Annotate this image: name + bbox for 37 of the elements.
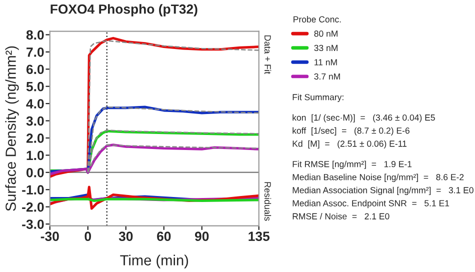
text: Fit RMSE [ng/mm²] = 1.9 E-1 (292, 160, 412, 169)
y-tick-label: 7.0 (26, 48, 44, 57)
text: Residuals (264, 182, 272, 221)
x-tick-label: 90 (194, 232, 209, 242)
y-tick-label: -2.0 (22, 202, 44, 212)
y-tick-label: 8.0 (26, 30, 44, 40)
y-axis-title: Surface Density (ng/mm²) (5, 46, 19, 211)
x-tick-label: 60 (157, 232, 171, 242)
y-tick-label: 6.0 (26, 64, 44, 74)
text: Median Baseline Noise [ng/mm²] = 8.6 E-2 (292, 174, 464, 182)
y-tick-label: 4.0 (26, 99, 44, 108)
legend-title: Probe Conc. (294, 16, 341, 22)
legend-label: 3.7 nM (314, 73, 340, 80)
x-tick-label: 30 (118, 232, 133, 242)
legend-label: 80 nM (314, 30, 338, 37)
x-tick-label: 135 (248, 232, 270, 242)
text: Kd [M] = (2.51 ± 0.06) E-11 (292, 140, 406, 149)
text: Data + Fit (264, 35, 272, 74)
text: Fit Summary: (292, 94, 344, 102)
legend-label: 11 nM (314, 59, 337, 66)
x-axis-title: Time (min) (120, 254, 188, 268)
text: Median Association Signal [ng/mm²] = 3.1 E0 (292, 186, 474, 196)
x-tick-label: -30 (40, 232, 59, 242)
y-tick-label: 2.0 (26, 134, 44, 143)
chart-title: FOXO4 Phospho (pT32) (50, 4, 198, 16)
legend-label: 33 nM (314, 44, 338, 52)
text: kon [1/ (sec·M)] = (3.46 ± 0.04) E5 (292, 114, 435, 122)
y-tick-label: 3.0 (26, 116, 44, 126)
x-tick-label: 0 (84, 232, 92, 242)
text: koff [1/sec] = (8.7 ± 0.2) E-6 (292, 127, 410, 136)
text: RMSE / Noise = 2.1 E0 (292, 212, 390, 220)
y-tick-label: 1.0 (26, 150, 44, 160)
text: Median Assoc. Endpoint SNR = 5.1 E1 (292, 200, 450, 208)
y-tick-label: -1.0 (22, 185, 44, 195)
y-tick-label: -3.0 (22, 220, 44, 229)
y-tick-label: 5.0 (26, 82, 44, 92)
y-tick-label: 0.0 (26, 168, 44, 178)
